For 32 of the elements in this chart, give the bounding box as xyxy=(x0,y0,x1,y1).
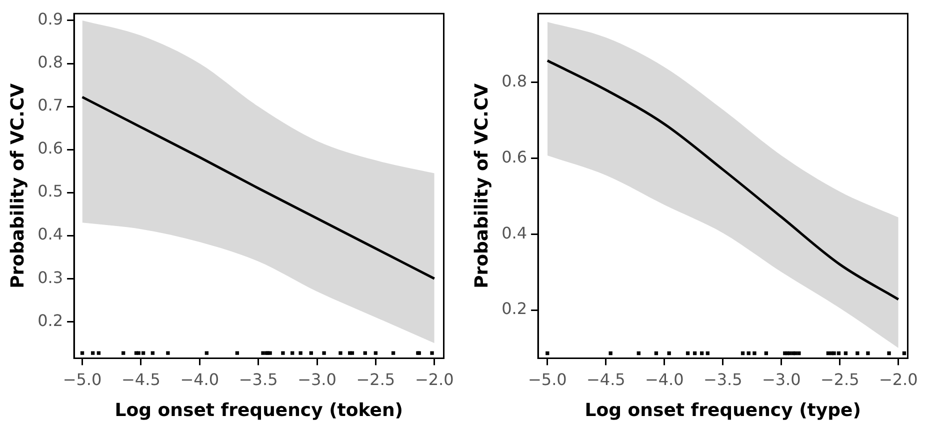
y-tick-label: 0.5 xyxy=(38,182,64,201)
x-tick-label: −3.0 xyxy=(762,370,801,389)
x-axis-title: Log onset frequency (token) xyxy=(114,400,404,421)
line-series xyxy=(546,59,900,301)
x-tick-label: −2.0 xyxy=(414,370,454,389)
x-tick-label: −3.5 xyxy=(703,370,742,389)
x-tick-label: −4.0 xyxy=(180,370,220,389)
x-tick-label: −2.0 xyxy=(878,370,918,389)
y-tick-label: 0.2 xyxy=(502,299,528,318)
x-tick-label: −3.0 xyxy=(298,370,336,389)
y-tick-label: 0.6 xyxy=(502,147,528,166)
x-tick-label: −4.5 xyxy=(586,370,626,389)
y-tick-label: 0.9 xyxy=(38,10,64,29)
x-axis-title: Log onset frequency (type) xyxy=(584,400,861,421)
y-tick-label: 0.4 xyxy=(38,224,64,244)
x-tick-label: −2.5 xyxy=(820,370,860,389)
y-axis-title: Probability of VC.CV xyxy=(7,83,28,288)
x-tick-label: −5.0 xyxy=(528,370,567,389)
y-tick-label: 0.3 xyxy=(38,268,64,287)
y-tick-label: 0.2 xyxy=(38,310,64,330)
x-tick-label: −4.0 xyxy=(644,370,684,389)
line-series xyxy=(81,96,436,280)
x-tick-label: −4.5 xyxy=(122,370,160,389)
y-tick-label: 0.8 xyxy=(38,52,64,72)
y-tick-label: 0.4 xyxy=(502,223,528,242)
x-tick-label: −2.5 xyxy=(356,370,396,389)
x-tick-label: −5.0 xyxy=(62,370,102,389)
y-axis-title: Probability of VC.CV xyxy=(471,83,492,288)
y-tick-label: 0.8 xyxy=(502,71,528,90)
y-tick-label: 0.7 xyxy=(38,96,64,115)
y-tick-label: 0.6 xyxy=(38,138,64,158)
x-tick-label: −3.5 xyxy=(238,370,278,389)
